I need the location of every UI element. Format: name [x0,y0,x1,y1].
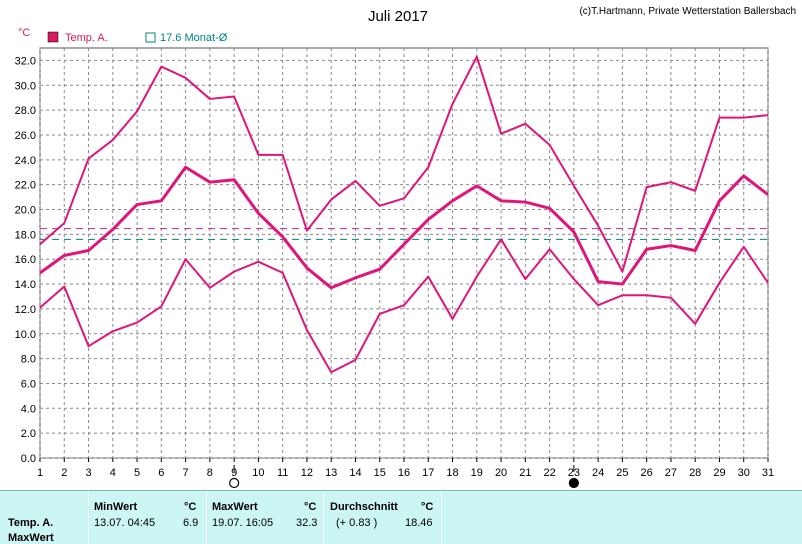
chart-title: Juli 2017 [368,8,428,25]
x-tick-label: 5 [134,467,140,479]
x-tick-label: 21 [519,467,531,479]
max-value: 32.3 [296,517,318,529]
x-tick-label: 31 [762,467,774,479]
x-tick-label: 22 [543,467,555,479]
y-unit-label: °C [18,27,30,39]
x-tick-label: 7 [183,467,189,479]
y-tick-label: 4.0 [21,403,36,415]
y-tick-label: 14.0 [15,279,36,291]
y-tick-label: 28.0 [15,105,36,117]
chart-credit: (c)T.Hartmann, Private Wetterstation Bal… [579,6,796,17]
avg-value: 18.46 [405,517,433,529]
legend-swatch-avg [145,32,156,43]
avg-delta: (+ 0.83 ) [336,517,378,529]
y-tick-label: 30.0 [15,80,36,92]
x-tick-label: 12 [301,467,313,479]
x-tick-label: 2 [61,467,67,479]
y-tick-label: 10.0 [15,329,36,341]
x-tick-label: 29 [713,467,725,479]
x-tick-label: 9 [231,467,237,479]
y-tick-label: 8.0 [21,354,36,366]
stats-panel: Temp. A. MaxWert MinWert °C 13.07. 04:45… [0,490,802,544]
stats-divider [323,491,324,544]
y-tick-label: 24.0 [15,155,36,167]
avg-header: Durchschnitt [330,501,398,513]
x-tick-label: 17 [422,467,434,479]
stats-row-label: Temp. A. [8,517,54,529]
x-tick-label: 10 [252,467,264,479]
series-line-min [39,238,769,374]
y-tick-label: 20.0 [15,205,36,217]
legend-label-avg: 17.6 Monat-Ø [160,32,228,44]
min-value: 6.9 [183,517,199,529]
legend-swatch-temp [47,31,59,43]
x-tick-label: 25 [616,467,628,479]
y-tick-label: 2.0 [21,428,36,440]
min-header: MinWert [94,501,138,513]
stats-divider [441,491,442,544]
x-tick-label: 4 [110,467,116,479]
x-tick-label: 13 [325,467,337,479]
full-moon-icon [229,477,240,489]
y-axis: 0.0 2.0 4.0 6.0 8.0 10.0 12.0 14.0 16.0 18.0 20.0 2… [15,55,36,465]
stats-divider [206,491,207,544]
x-tick-label: 6 [158,467,164,479]
min-unit: °C [184,501,197,513]
moon-phase-markers [229,465,579,489]
legend-label-temp: Temp. A. [65,32,108,44]
x-tick-label: 26 [641,467,653,479]
series-lines [39,55,769,374]
x-tick-label: 1 [37,467,43,479]
max-header: MaxWert [212,501,258,513]
x-tick-label: 15 [374,467,386,479]
stats-divider [88,491,89,544]
y-tick-label: 32.0 [15,55,36,67]
x-tick-label: 28 [689,467,701,479]
x-tick-label: 16 [398,467,410,479]
min-time: 13.07. 04:45 [94,517,156,529]
x-tick-label: 27 [665,467,677,479]
y-tick-label: 16.0 [15,254,36,266]
x-tick-label: 23 [568,467,580,479]
x-tick-label: 14 [349,467,361,479]
y-tick-label: 6.0 [21,378,36,390]
x-tick-label: 8 [207,467,213,479]
max-time: 19.07. 16:05 [212,517,274,529]
x-tick-label: 11 [277,467,288,479]
x-tick-label: 3 [85,467,91,479]
x-tick-label: 19 [471,467,483,479]
series-line-mean [39,165,769,290]
new-moon-icon [568,477,579,489]
chart: Juli 2017 (c)T.Hartmann, Private Wetters… [15,6,796,489]
grid [39,48,769,459]
x-tick-label: 24 [592,467,604,479]
y-tick-label: 26.0 [15,130,36,142]
x-tick-label: 30 [738,467,750,479]
y-tick-label: 12.0 [15,304,36,316]
y-tick-label: 18.0 [15,229,36,241]
series-line-max [39,55,769,273]
x-axis: 1 2 3 4 5 6 7 8 9 10 11 12 13 14 15 16 17 18 19 20 21 22 23 24 2… [37,458,774,479]
x-tick-label: 20 [495,467,507,479]
y-tick-label: 0.0 [21,453,36,465]
x-tick-label: 18 [446,467,458,479]
stats-row-label-2: MaxWert [8,532,54,544]
max-unit: °C [304,501,317,513]
avg-unit: °C [421,501,434,513]
reference-lines [40,228,768,240]
y-tick-label: 22.0 [15,180,36,192]
